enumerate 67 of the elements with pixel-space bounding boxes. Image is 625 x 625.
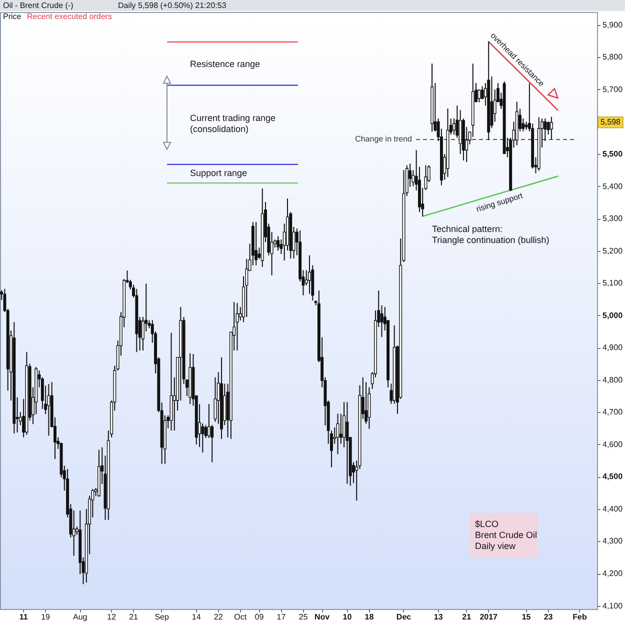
ref-line-label: Change in trend: [355, 134, 412, 144]
x-tick-label: 13: [434, 612, 444, 622]
candlestick: [276, 236, 280, 252]
y-tick-label: 4,500: [602, 472, 624, 482]
x-tick-label: Oct: [234, 612, 248, 622]
annotation: Technical pattern: Triangle continuation (bullish): [432, 224, 550, 245]
y-tick-label: 5,700: [602, 84, 624, 94]
annotation: $LCO Brent Crude Oil Daily view: [475, 519, 538, 551]
candlestick: [201, 422, 204, 453]
y-tick-label: 4,400: [602, 504, 624, 514]
y-tick-label: 5,300: [602, 214, 624, 224]
x-tick-label: 17: [276, 612, 286, 622]
candlestick: [452, 118, 456, 136]
x-tick-label: 21: [462, 612, 472, 622]
x-tick-label: Feb: [572, 612, 587, 622]
x-tick-label: 09: [254, 612, 264, 622]
x-tick-label: 2017: [480, 612, 498, 622]
x-tick-label: 25: [298, 612, 308, 622]
candlestick: [254, 222, 258, 266]
chart-subtitle: Daily 5,598 (+0.50%) 21:20:53: [118, 1, 227, 10]
y-tick-label: 5,400: [602, 182, 624, 191]
x-tick-label: 18: [364, 612, 374, 622]
y-tick-label: 5,900: [602, 20, 624, 30]
candlestick: [478, 88, 481, 103]
x-tick-label: 12: [107, 612, 117, 622]
candlestick: [308, 254, 311, 294]
x-tick-label: 15: [522, 612, 532, 622]
x-tick-label: 21: [129, 612, 139, 622]
x-tick-label: 11: [19, 612, 28, 622]
candlestick: [236, 302, 239, 352]
x-tick-label: Sep: [154, 612, 170, 622]
candlestick: [47, 384, 50, 436]
x-tick-label: 19: [41, 612, 51, 622]
y-tick-label: 5,000: [602, 310, 624, 320]
y-tick-label: 5,200: [602, 246, 624, 256]
y-tick-label: 5,800: [602, 52, 624, 62]
candlestick: [207, 404, 210, 438]
x-tick-label: 10: [342, 612, 352, 622]
candlestick: [458, 110, 462, 154]
y-tick-label: 4,600: [602, 440, 624, 449]
candlestick: [550, 116, 553, 140]
x-tick-label: Dec: [396, 612, 412, 622]
annotation: Recent executed orders: [27, 12, 112, 21]
candlestick: [339, 413, 342, 444]
candlestick: [336, 413, 340, 455]
x-tick-label: 14: [192, 612, 202, 622]
x-tick-label: Nov: [314, 612, 330, 622]
y-tick-label: 5,500: [602, 149, 624, 158]
candlestick: [346, 402, 349, 484]
candlestick: [522, 118, 525, 132]
y-tick-label: 4,800: [602, 375, 624, 384]
annotation: rising support: [475, 190, 525, 214]
chart-title: Oil - Brent Crude (-): [3, 1, 74, 10]
y-tick-label: 5,100: [602, 278, 624, 288]
annotation: Price: [3, 12, 22, 21]
y-tick-label: 4,200: [602, 569, 624, 578]
annotation: Resistence range: [190, 59, 260, 69]
annotation: Support range: [190, 168, 248, 178]
y-tick-label: 4,300: [602, 536, 624, 546]
x-tick-label: 23: [544, 612, 554, 622]
annotation: 5,598: [600, 117, 622, 126]
x-tick-label: Aug: [73, 612, 88, 622]
y-tick-label: 4,100: [602, 601, 624, 610]
y-tick-label: 4,700: [602, 408, 624, 417]
x-tick-label: 22: [214, 612, 224, 622]
y-tick-label: 4,900: [602, 343, 624, 352]
annotation: Current trading range (consolidation): [190, 113, 276, 134]
